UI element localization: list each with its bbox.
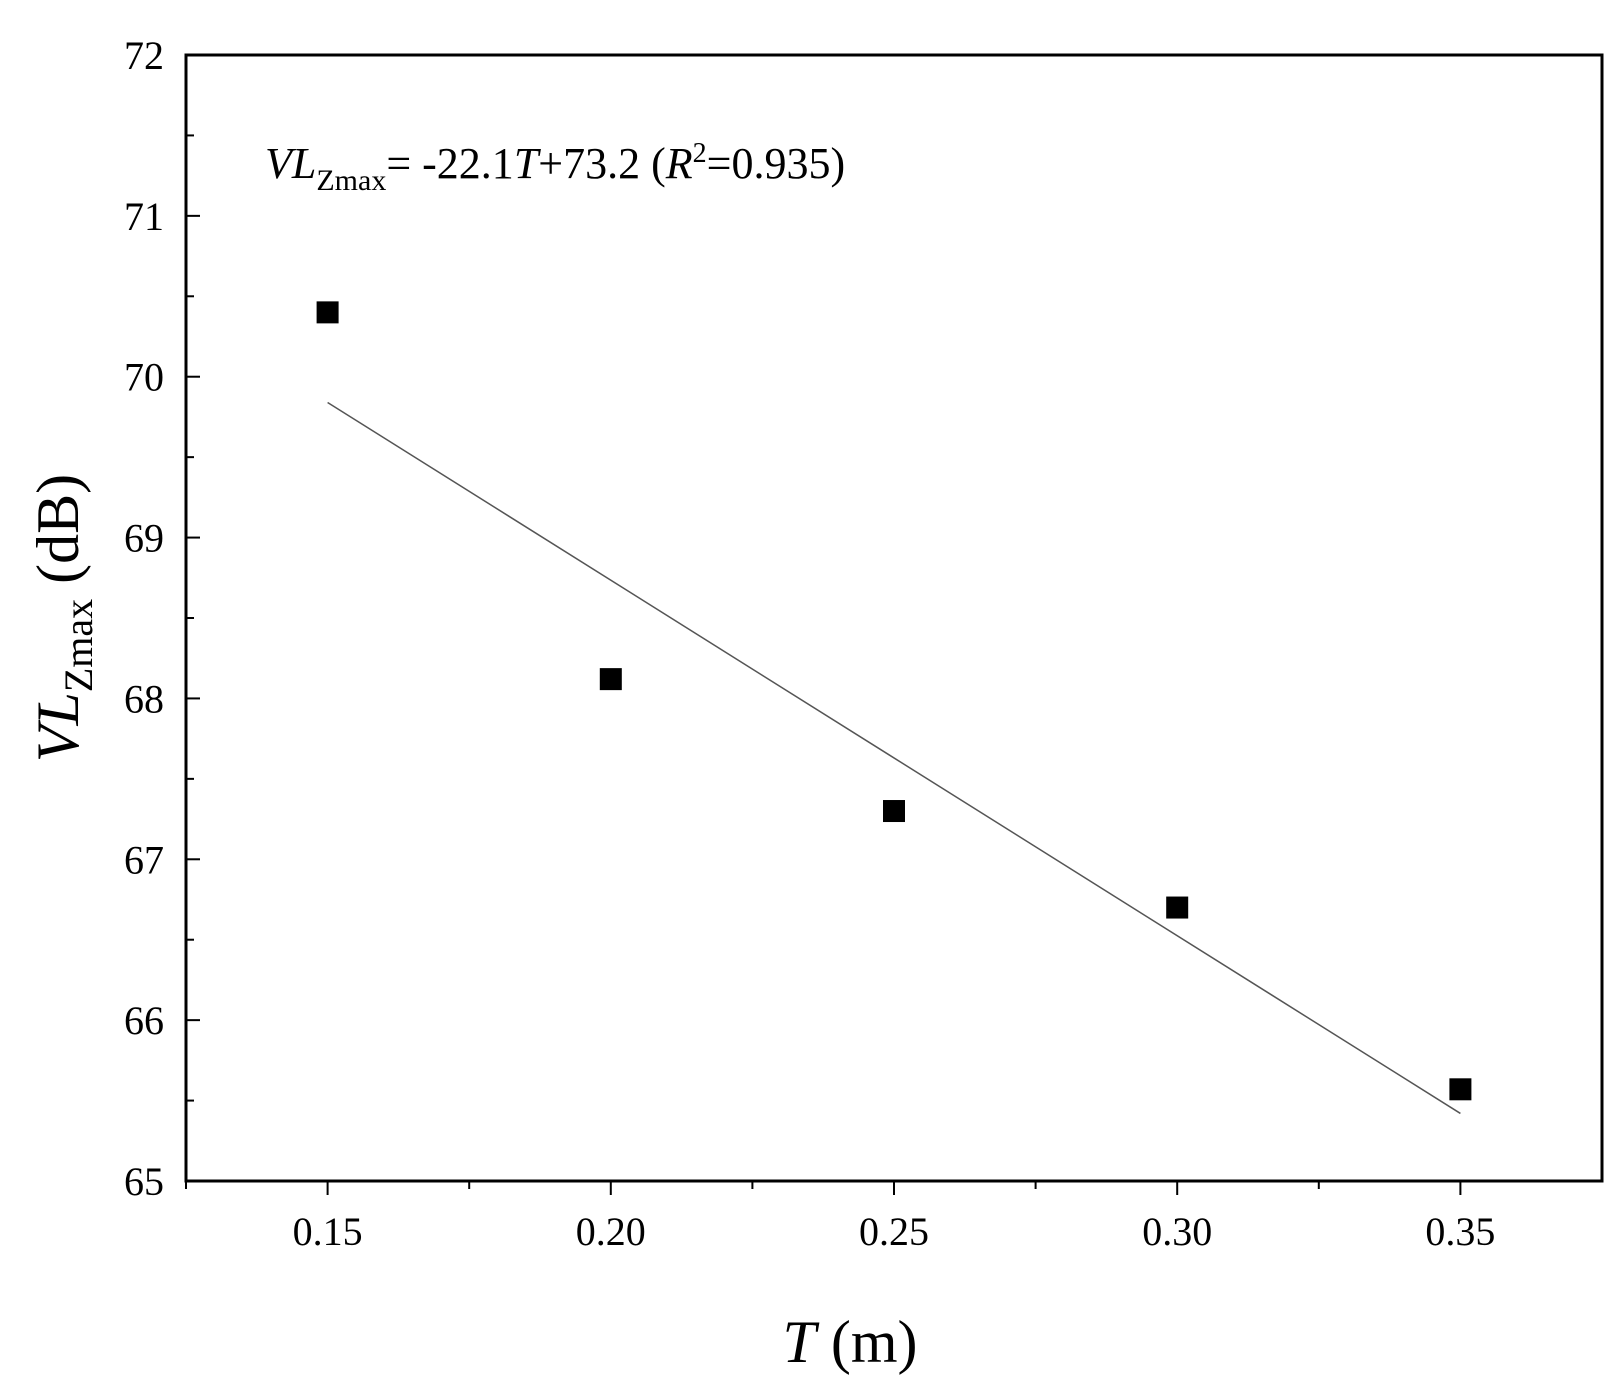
x-tick-label: 0.25 bbox=[859, 1209, 929, 1254]
y-tick-label: 72 bbox=[124, 33, 164, 78]
x-tick-label: 0.20 bbox=[576, 1209, 646, 1254]
y-tick-label: 65 bbox=[124, 1159, 164, 1204]
y-tick-label: 71 bbox=[124, 194, 164, 239]
data-point bbox=[1449, 1078, 1472, 1101]
y-tick-label: 68 bbox=[124, 676, 164, 721]
y-tick-label: 70 bbox=[124, 355, 164, 400]
data-point bbox=[316, 301, 339, 324]
data-point bbox=[883, 800, 905, 823]
y-axis-ticks: 65 66 67 68 69 70 71 72 bbox=[124, 33, 200, 1204]
x-axis-title: T (m) bbox=[782, 1309, 917, 1375]
fit-equation: VLZmax= -22.1T+73.2 (R2=0.935) bbox=[265, 138, 845, 197]
y-axis-title: VLZmax (dB) bbox=[25, 474, 101, 762]
data-points bbox=[316, 301, 1472, 1101]
x-tick-label: 0.30 bbox=[1142, 1209, 1212, 1254]
regression-line bbox=[327, 401, 1461, 1115]
data-point bbox=[1166, 896, 1189, 919]
x-tick-label: 0.15 bbox=[293, 1209, 363, 1254]
x-tick-label: 0.35 bbox=[1425, 1209, 1495, 1254]
x-axis-ticks: 0.15 0.20 0.25 0.30 0.35 bbox=[185, 1181, 1495, 1254]
y-tick-label: 67 bbox=[124, 837, 164, 882]
y-tick-label: 66 bbox=[124, 998, 164, 1043]
y-tick-label: 69 bbox=[124, 516, 164, 561]
plot-frame bbox=[184, 53, 1604, 1183]
data-point bbox=[599, 668, 622, 691]
